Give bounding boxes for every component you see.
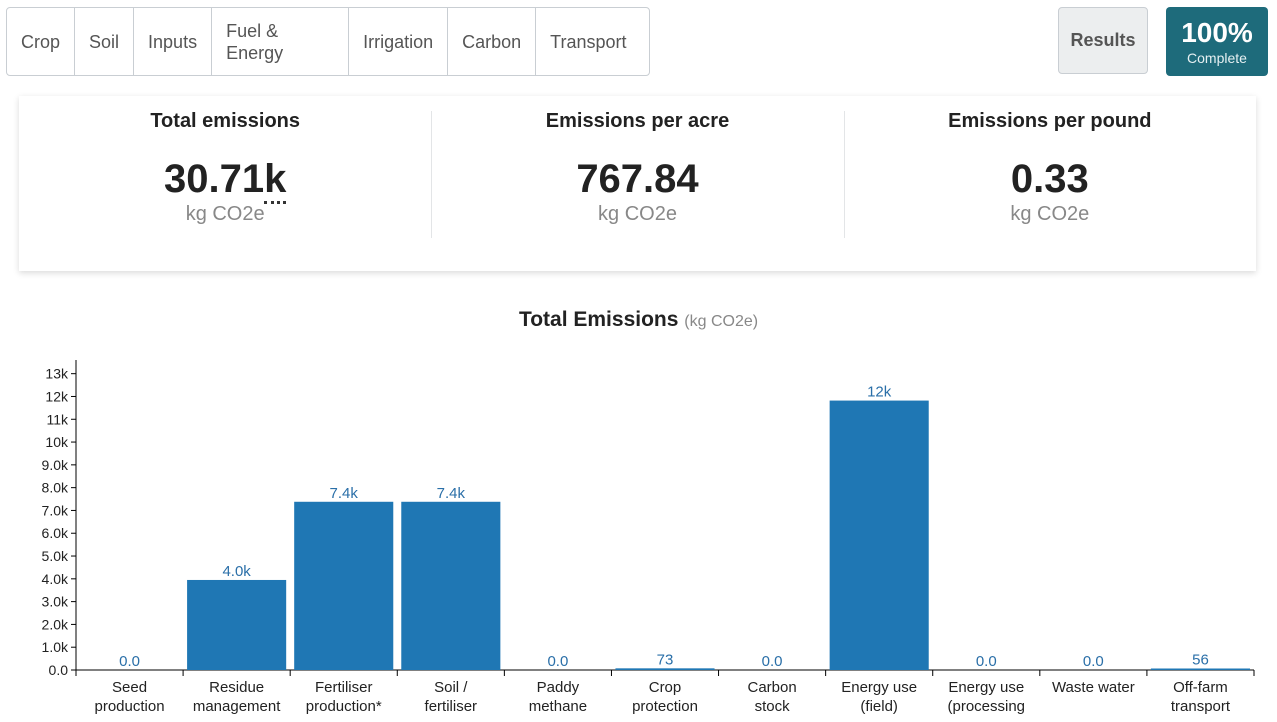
stat-unit: kg CO2e bbox=[185, 203, 265, 225]
y-tick-label: 3.0k bbox=[42, 594, 69, 610]
y-tick-label: 7.0k bbox=[42, 502, 69, 518]
stat-emissions-per-acre: Emissions per acre 767.84 kg CO2e bbox=[431, 96, 843, 271]
y-tick-label: 10k bbox=[45, 434, 69, 450]
bar-value-label: 12k bbox=[867, 384, 892, 401]
bar-value-label: 0.0 bbox=[762, 653, 783, 670]
completion-percent: 100% bbox=[1181, 16, 1253, 48]
x-category-label: protection bbox=[632, 698, 698, 715]
y-tick-label: 1.0k bbox=[42, 639, 69, 655]
chart-title: Total Emissions (kg CO2e) bbox=[0, 308, 1277, 332]
stat-emissions-per-pound: Emissions per pound 0.33 kg CO2e bbox=[843, 96, 1256, 271]
stat-title: Emissions per pound bbox=[948, 110, 1152, 132]
tab-irrigation[interactable]: Irrigation bbox=[349, 8, 449, 75]
bar[interactable] bbox=[615, 668, 715, 670]
x-category-label: (processing bbox=[947, 698, 1025, 715]
stat-value: 30.71k bbox=[19, 157, 431, 204]
x-category-label: Waste water bbox=[1052, 679, 1135, 696]
y-tick-label: 9.0k bbox=[42, 457, 69, 473]
x-category-label: Fertiliser bbox=[315, 679, 373, 696]
x-category-label: production* bbox=[306, 698, 382, 715]
y-tick-label: 2.0k bbox=[42, 616, 69, 632]
x-category-label: management bbox=[193, 698, 281, 715]
bar-value-label: 0.0 bbox=[976, 653, 997, 670]
x-category-label: Energy use bbox=[948, 679, 1024, 696]
y-tick-label: 13k bbox=[45, 366, 69, 382]
x-category-label: Seed bbox=[112, 679, 147, 696]
stat-value-number: 30.71 bbox=[163, 157, 265, 201]
x-category-label: Off-farm bbox=[1173, 679, 1228, 696]
bar[interactable] bbox=[187, 579, 287, 670]
y-tick-label: 5.0k bbox=[42, 548, 69, 564]
stat-total-emissions: Total emissions 30.71k kg CO2e bbox=[19, 96, 431, 271]
stat-unit: kg CO2e bbox=[598, 203, 677, 225]
bar-value-label: 7.4k bbox=[437, 485, 466, 502]
y-tick-label: 11k bbox=[46, 411, 69, 427]
bar-value-label: 73 bbox=[657, 651, 674, 668]
completion-label: Complete bbox=[1187, 49, 1247, 66]
stat-title: Total emissions bbox=[150, 110, 300, 132]
bar-value-label: 56 bbox=[1192, 652, 1209, 669]
bar[interactable] bbox=[829, 400, 929, 670]
bar-value-label: 0.0 bbox=[1083, 653, 1104, 670]
chart-title-text: Total Emissions bbox=[518, 308, 679, 331]
x-category-label: fertiliser bbox=[425, 698, 478, 715]
completion-badge: 100% Complete bbox=[1166, 7, 1268, 76]
x-category-label: Paddy bbox=[537, 679, 580, 696]
results-button[interactable]: Results bbox=[1058, 7, 1148, 74]
bar[interactable] bbox=[401, 501, 501, 670]
stat-unit: kg CO2e bbox=[1010, 203, 1090, 225]
x-category-label: Energy use bbox=[841, 679, 917, 696]
x-category-label: Residue bbox=[209, 679, 264, 696]
x-category-label: Soil / bbox=[434, 679, 468, 696]
tab-fuel-energy-label: Fuel & Energy bbox=[226, 20, 284, 63]
tab-transport[interactable]: Transport bbox=[550, 31, 627, 52]
y-tick-label: 12k bbox=[45, 388, 69, 404]
y-tick-label: 0.0 bbox=[49, 662, 69, 678]
x-category-label: transport bbox=[1171, 698, 1231, 715]
tab-soil[interactable]: Soil bbox=[75, 8, 135, 75]
x-category-label: Carbon bbox=[747, 679, 796, 696]
bar-value-label: 0.0 bbox=[119, 653, 140, 670]
summary-card: Total emissions 30.71k kg CO2e Emissions… bbox=[19, 96, 1256, 271]
chart-subtitle: (kg CO2e) bbox=[684, 313, 759, 330]
tab-crop[interactable]: Crop bbox=[7, 8, 76, 75]
abbreviation-suffix[interactable]: k bbox=[264, 157, 287, 204]
bar-value-label: 4.0k bbox=[222, 563, 251, 580]
y-tick-label: 4.0k bbox=[42, 571, 69, 587]
x-category-label: (field) bbox=[860, 698, 898, 715]
bar-value-label: 7.4k bbox=[330, 485, 359, 502]
tab-fuel-energy[interactable]: Fuel & Energy bbox=[212, 8, 350, 75]
bar-value-label: 0.0 bbox=[547, 653, 568, 670]
tab-carbon[interactable]: Carbon bbox=[448, 8, 537, 75]
x-category-label: Crop bbox=[649, 679, 682, 696]
x-category-label: production bbox=[95, 698, 165, 715]
y-tick-label: 6.0k bbox=[42, 525, 69, 541]
stat-value: 0.33 bbox=[1010, 157, 1089, 201]
emissions-bar-chart: 0.0 1.0k 2.0k 3.0k 4.0k 5.0k 6.0k 7.0k 8.0k 9.0k 1… bbox=[42, 360, 1255, 715]
y-tick-label: 8.0k bbox=[42, 480, 69, 496]
bar[interactable] bbox=[1150, 668, 1250, 671]
tab-inputs[interactable]: Inputs bbox=[134, 8, 213, 75]
x-category-label: stock bbox=[755, 698, 791, 715]
bar[interactable] bbox=[294, 501, 394, 670]
x-category-label: methane bbox=[529, 698, 587, 715]
stat-value: 767.84 bbox=[576, 157, 699, 201]
stat-title: Emissions per acre bbox=[545, 110, 730, 132]
tab-bar: Crop Soil Inputs Fuel & Energy Irrigatio… bbox=[6, 7, 650, 76]
